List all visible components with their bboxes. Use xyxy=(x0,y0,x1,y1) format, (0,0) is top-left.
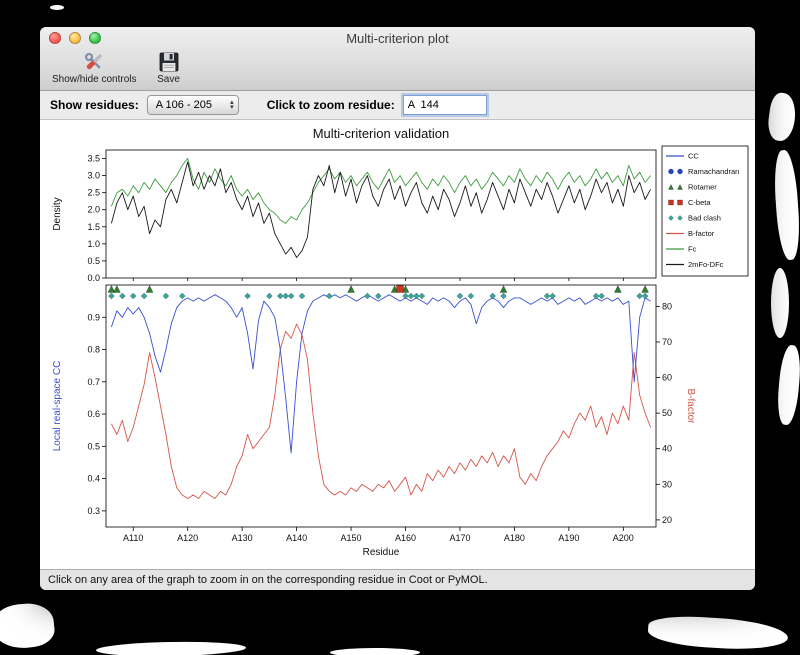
show-hide-controls-button[interactable]: Show/hide controls xyxy=(52,50,137,85)
controls-row: Show residues: A 106 - 205 ▴ ▾ Click to z… xyxy=(40,91,755,120)
matte-artifact xyxy=(0,600,57,652)
matte-artifact xyxy=(647,614,789,652)
save-icon xyxy=(159,52,178,72)
status-bar: Click on any area of the graph to zoom i… xyxy=(40,569,755,590)
traffic-lights xyxy=(49,32,101,44)
svg-text:A110: A110 xyxy=(123,533,143,543)
matte-artifact xyxy=(330,648,420,655)
x-axis-label: Residue xyxy=(363,547,400,558)
svg-text:0.7: 0.7 xyxy=(87,377,100,387)
svg-text:Rotamer: Rotamer xyxy=(688,183,717,192)
close-button[interactable] xyxy=(49,32,61,44)
matte-artifact xyxy=(50,5,64,10)
svg-text:1.0: 1.0 xyxy=(87,239,100,249)
svg-text:3.5: 3.5 xyxy=(87,154,100,164)
plot-area: Multi-criterion validation 0.0 0.5 1.0 1.5 2.… xyxy=(40,120,755,569)
show-residues-value: A 106 - 205 xyxy=(155,99,212,111)
matte-artifact xyxy=(765,91,799,143)
show-residues-select[interactable]: A 106 - 205 ▴ ▾ xyxy=(146,95,239,115)
svg-text:A140: A140 xyxy=(286,533,307,543)
svg-text:A150: A150 xyxy=(341,533,362,543)
window-title: Multi-criterion plot xyxy=(346,30,449,46)
svg-text:3.0: 3.0 xyxy=(87,171,100,181)
svg-text:2.0: 2.0 xyxy=(87,205,100,215)
svg-text:2mFo-DFc: 2mFo-DFc xyxy=(688,260,724,269)
svg-text:30: 30 xyxy=(662,479,672,489)
multi-criterion-figure[interactable]: Multi-criterion validation 0.0 0.5 1.0 1.5 2.… xyxy=(44,122,752,572)
chart-title: Multi-criterion validation xyxy=(313,126,450,141)
svg-text:Bad clash: Bad clash xyxy=(688,214,721,223)
zoom-residue-label: Click to zoom residue: xyxy=(266,98,395,112)
svg-text:0.3: 0.3 xyxy=(87,506,100,516)
series-Fc xyxy=(110,158,651,224)
svg-text:A180: A180 xyxy=(504,533,525,543)
svg-text:40: 40 xyxy=(662,444,672,454)
matte-artifact xyxy=(95,640,247,655)
density-axis-label: Density xyxy=(52,197,63,230)
svg-text:0.8: 0.8 xyxy=(87,345,100,355)
series-B-factor xyxy=(110,323,652,499)
markers-bad-clash xyxy=(108,292,649,300)
svg-text:50: 50 xyxy=(662,408,672,418)
series-2mFo-DFc xyxy=(110,161,651,258)
save-button[interactable]: Save xyxy=(157,50,181,85)
show-hide-controls-label: Show/hide controls xyxy=(52,74,137,85)
svg-text:A170: A170 xyxy=(449,533,470,543)
svg-text:2.5: 2.5 xyxy=(87,188,100,198)
svg-text:Fc: Fc xyxy=(688,245,697,254)
svg-text:A160: A160 xyxy=(395,533,416,543)
svg-text:Ramachandran: Ramachandran xyxy=(688,167,739,176)
svg-text:1.5: 1.5 xyxy=(87,222,100,232)
title-bar[interactable]: Multi-criterion plot xyxy=(40,27,755,49)
markers-c-beta xyxy=(396,285,404,293)
cc-axis-label: Local real-space CC xyxy=(52,361,63,452)
bfactor-axis-label: B-factor xyxy=(685,388,696,424)
toolbar: Show/hide controls Save xyxy=(40,49,755,90)
matte-artifact xyxy=(771,268,789,338)
svg-text:B-factor: B-factor xyxy=(688,229,715,238)
svg-text:C-beta: C-beta xyxy=(688,198,711,207)
series-CC xyxy=(110,294,651,454)
show-residues-label: Show residues: xyxy=(50,98,139,112)
svg-text:0.0: 0.0 xyxy=(87,273,100,283)
markers-rotamer xyxy=(107,284,650,293)
matte-artifact xyxy=(775,344,800,426)
svg-text:0.5: 0.5 xyxy=(87,256,100,266)
svg-text:0.4: 0.4 xyxy=(87,474,100,484)
top-plot-frame xyxy=(105,149,657,279)
svg-text:0.5: 0.5 xyxy=(87,441,100,451)
svg-text:20: 20 xyxy=(662,515,672,525)
svg-text:CC: CC xyxy=(688,152,699,161)
status-text: Click on any area of the graph to zoom i… xyxy=(48,574,488,586)
tools-icon xyxy=(85,52,102,70)
zoom-residue-input[interactable] xyxy=(400,93,489,117)
svg-text:A130: A130 xyxy=(232,533,253,543)
svg-text:70: 70 xyxy=(662,337,672,347)
popup-arrows-icon: ▴ ▾ xyxy=(230,99,234,111)
save-label: Save xyxy=(157,74,180,85)
svg-text:0.6: 0.6 xyxy=(87,409,100,419)
zoom-button[interactable] xyxy=(89,32,101,44)
svg-text:A120: A120 xyxy=(177,533,198,543)
bottom-plot-frame xyxy=(105,284,657,528)
minimize-button[interactable] xyxy=(69,32,81,44)
svg-text:80: 80 xyxy=(662,301,672,311)
svg-text:60: 60 xyxy=(662,373,672,383)
legend: CC Ramachandran Rotamer C-beta Bad clash B-fa… xyxy=(661,145,749,277)
window: Multi-criterion plot Show/hide c xyxy=(40,27,755,590)
svg-text:A190: A190 xyxy=(558,533,579,543)
svg-text:0.9: 0.9 xyxy=(87,312,100,322)
svg-text:A200: A200 xyxy=(613,533,634,543)
matte-artifact xyxy=(772,149,800,261)
window-chrome: Multi-criterion plot Show/hide c xyxy=(40,27,755,91)
